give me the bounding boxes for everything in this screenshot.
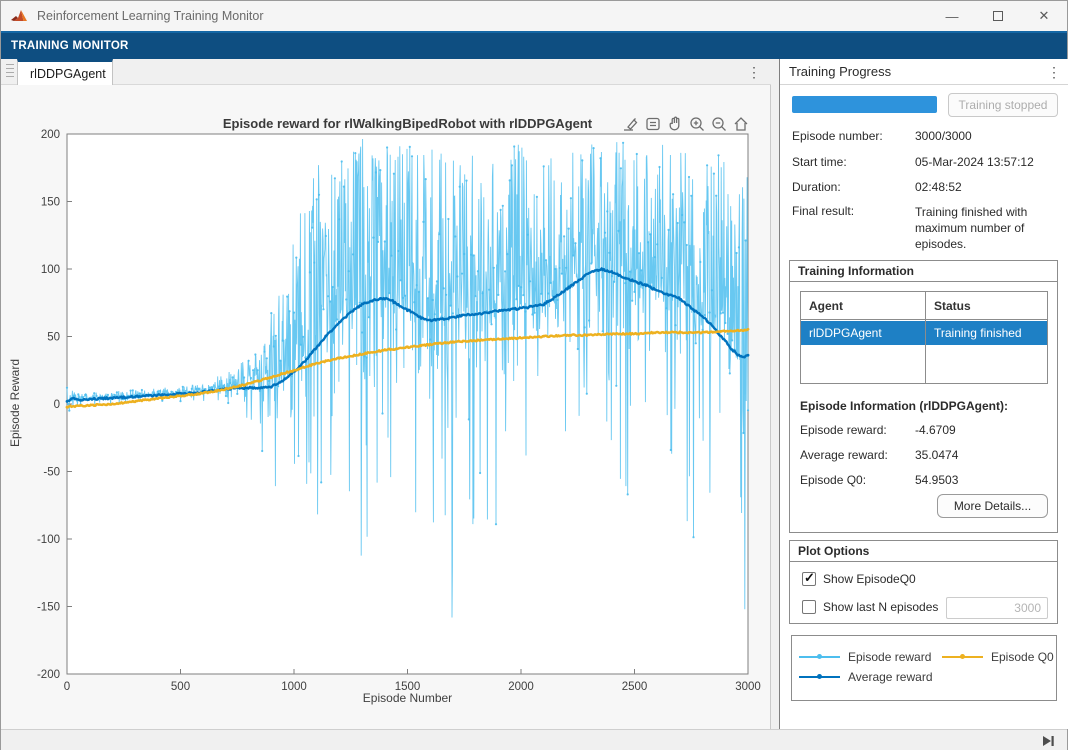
zoom-out-button[interactable]: [709, 114, 729, 134]
panel-header: Training Progress ⋮: [780, 59, 1068, 85]
minimize-button[interactable]: —: [929, 1, 975, 31]
svg-text:50: 50: [47, 332, 60, 344]
svg-text:-200: -200: [37, 669, 60, 681]
episode-number-value: 3000/3000: [915, 129, 972, 143]
table-header-row: Agent Status: [801, 292, 1047, 320]
episode-number-label: Episode number:: [792, 129, 883, 143]
kebab-menu-icon: ⋮: [747, 64, 761, 80]
legend-item-average-reward[interactable]: Average reward: [792, 670, 933, 684]
column-header-status: Status: [926, 292, 1048, 320]
svg-text:0: 0: [54, 399, 60, 411]
panel-splitter[interactable]: [771, 59, 779, 729]
collapse-panel-button[interactable]: [1039, 733, 1057, 749]
zoom-in-icon: [688, 115, 706, 133]
close-button[interactable]: ✕: [1021, 1, 1067, 31]
zoom-in-button[interactable]: [687, 114, 707, 134]
legend-item-episode-q0[interactable]: Episode Q0: [935, 650, 1054, 664]
legend-item-episode-reward[interactable]: Episode reward: [792, 650, 935, 664]
datatip-icon: [644, 115, 662, 133]
column-header-agent: Agent: [801, 292, 925, 320]
svg-text:100: 100: [41, 264, 60, 276]
plot-options-title: Plot Options: [790, 541, 1057, 562]
start-time-label: Start time:: [792, 155, 847, 169]
restore-view-button[interactable]: [731, 114, 751, 134]
show-episodeq0-checkbox[interactable]: ✓: [802, 572, 816, 586]
duration-value: 02:48:52: [915, 180, 962, 194]
document-tab-bar: rlDDPGAgent ⋮: [1, 59, 771, 85]
checkmark-icon: ✓: [804, 570, 815, 586]
episode-q0-value: 54.9503: [915, 473, 958, 487]
export-button[interactable]: [621, 114, 641, 134]
y-axis-label: Episode Reward: [8, 333, 22, 473]
show-last-n-row: Show last N episodes: [802, 600, 938, 614]
panel-overflow-menu-button[interactable]: ⋮: [1045, 62, 1063, 82]
reward-chart[interactable]: 050010001500200025003000-200-150-100-500…: [1, 85, 771, 729]
maximize-icon: [993, 11, 1003, 21]
home-icon: [732, 115, 750, 133]
duration-label: Duration:: [792, 180, 841, 194]
training-progress-panel: Training Progress ⋮ Training stopped Epi…: [779, 59, 1068, 729]
document-overflow-menu-button[interactable]: ⋮: [745, 62, 763, 82]
tab-rlddpgagent[interactable]: rlDDPGAgent: [17, 59, 113, 85]
app-window: Reinforcement Learning Training Monitor …: [0, 0, 1068, 750]
tab-label: rlDDPGAgent: [30, 67, 106, 81]
datatip-button[interactable]: [643, 114, 663, 134]
training-information-section: Training Information Agent Status rlDDPG…: [789, 260, 1058, 533]
show-episodeq0-label: Show EpisodeQ0: [823, 572, 916, 586]
svg-text:-150: -150: [37, 602, 60, 614]
window-title: Reinforcement Learning Training Monitor: [37, 9, 264, 23]
svg-text:-100: -100: [37, 534, 60, 546]
training-progress-bar: [792, 96, 937, 113]
ribbon-toolstrip: TRAINING MONITOR: [1, 31, 1067, 59]
status-bar: [1, 729, 1067, 750]
final-result-label: Final result:: [792, 204, 854, 218]
svg-text:-50: -50: [43, 467, 60, 479]
kebab-menu-icon: ⋮: [1047, 64, 1061, 80]
start-time-value: 05-Mar-2024 13:57:12: [915, 155, 1034, 169]
maximize-button[interactable]: [975, 1, 1021, 31]
matlab-logo-icon: [11, 8, 28, 24]
table-row[interactable]: rlDDPGAgent Training finished: [801, 321, 1047, 345]
agent-status-table[interactable]: Agent Status rlDDPGAgent Training finish…: [800, 291, 1048, 384]
training-stopped-button[interactable]: Training stopped: [948, 93, 1058, 117]
plot-options-section: Plot Options ✓ Show EpisodeQ0 Show last …: [789, 540, 1058, 624]
average-reward-label: Average reward:: [800, 448, 888, 462]
panel-title: Training Progress: [789, 64, 891, 79]
pan-hand-icon: [666, 115, 684, 133]
pan-button[interactable]: [665, 114, 685, 134]
column-divider: [925, 292, 926, 383]
episode-info-title: Episode Information (rlDDPGAgent):: [800, 399, 1008, 413]
svg-text:150: 150: [41, 197, 60, 209]
axes-toolbar: [621, 114, 751, 134]
more-details-button[interactable]: More Details...: [937, 494, 1048, 518]
show-last-n-label: Show last N episodes: [823, 600, 938, 614]
n-episodes-input[interactable]: [946, 597, 1048, 619]
chart-document-area: 050010001500200025003000-200-150-100-500…: [1, 85, 771, 729]
svg-text:200: 200: [41, 129, 60, 141]
show-last-n-checkbox[interactable]: [802, 600, 816, 614]
episode-reward-label: Episode reward:: [800, 423, 887, 437]
average-reward-value: 35.0474: [915, 448, 958, 462]
drag-grip-icon[interactable]: [4, 64, 15, 80]
export-icon: [622, 115, 640, 133]
average-reward-line-sample: [799, 676, 840, 678]
title-bar: Reinforcement Learning Training Monitor …: [1, 1, 1067, 31]
status-cell: Training finished: [926, 321, 1048, 345]
minimize-icon: —: [946, 9, 959, 24]
skip-to-end-icon: [1042, 735, 1055, 747]
episode-reward-line-sample: [799, 656, 840, 658]
show-episodeq0-row: ✓ Show EpisodeQ0: [802, 572, 916, 586]
agent-cell: rlDDPGAgent: [801, 321, 925, 345]
episode-reward-value: -4.6709: [915, 423, 956, 437]
ribbon-tab-training-monitor[interactable]: TRAINING MONITOR: [11, 40, 129, 52]
x-axis-label: Episode Number: [67, 691, 748, 705]
zoom-out-icon: [710, 115, 728, 133]
training-information-title: Training Information: [790, 261, 1057, 282]
close-icon: ✕: [1039, 8, 1050, 24]
final-result-value: Training finished with maximum number of…: [915, 204, 1060, 252]
episode-q0-line-sample: [942, 656, 983, 658]
episode-q0-label: Episode Q0:: [800, 473, 866, 487]
chart-legend: Episode reward Episode Q0 Average reward: [791, 635, 1057, 701]
